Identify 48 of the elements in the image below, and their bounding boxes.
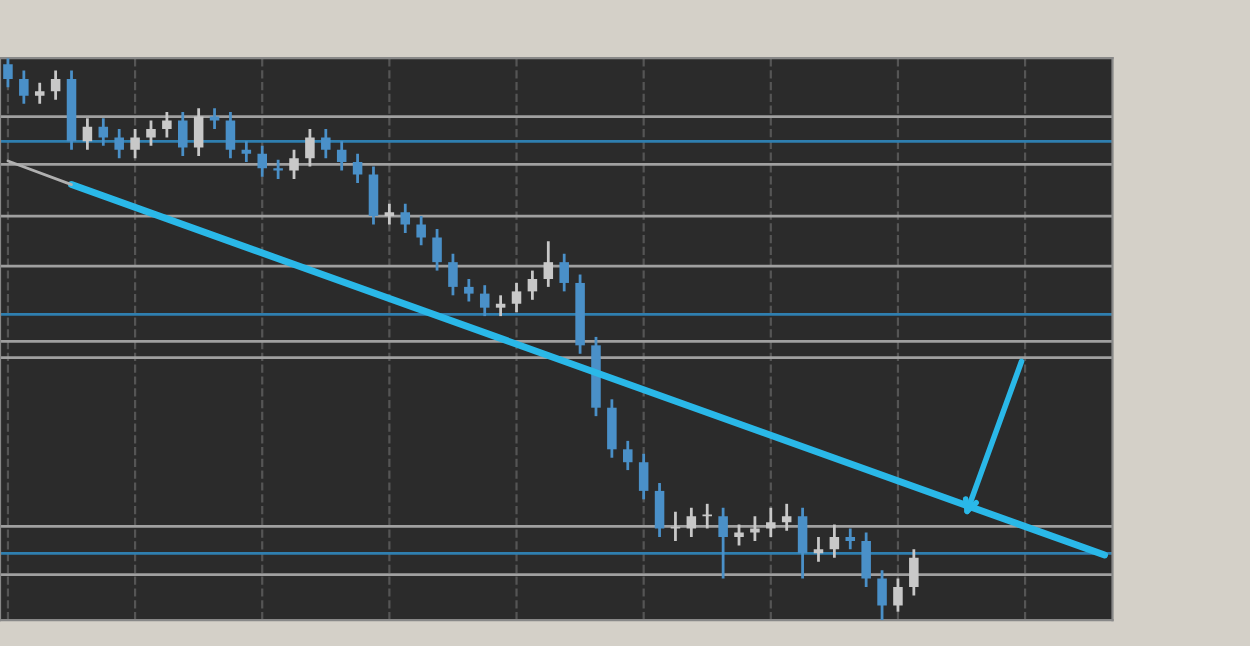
candlestick xyxy=(686,506,697,539)
candlestick xyxy=(781,502,792,533)
candlestick xyxy=(146,119,156,148)
candlestick xyxy=(813,535,824,564)
candlestick xyxy=(241,139,252,164)
candlestick xyxy=(50,69,61,102)
candlestick xyxy=(829,523,840,560)
candlestick xyxy=(734,523,744,547)
candlestick xyxy=(623,439,633,472)
candlestick xyxy=(909,547,919,597)
candlestick xyxy=(273,158,283,181)
candlestick xyxy=(638,452,649,501)
candlestick xyxy=(321,127,331,160)
candlestick xyxy=(416,214,426,247)
candlestick xyxy=(193,106,204,158)
candlestick xyxy=(114,127,124,160)
candlestick xyxy=(3,58,13,89)
candlestick xyxy=(654,481,665,539)
candlestick xyxy=(209,106,220,131)
candlestick xyxy=(479,283,490,318)
candlestick xyxy=(861,531,871,589)
candlestick xyxy=(352,152,363,185)
candlestick xyxy=(670,510,681,543)
candlestick xyxy=(289,148,299,181)
candlestick xyxy=(797,506,808,580)
candlestick xyxy=(368,165,379,226)
candlestick xyxy=(718,506,728,580)
candlestick xyxy=(82,116,93,152)
candlestick xyxy=(225,110,236,160)
candlestick xyxy=(305,127,315,168)
candlestick xyxy=(400,202,411,235)
candlestick xyxy=(877,568,887,621)
candlestick xyxy=(527,269,538,302)
candlestick xyxy=(511,281,522,314)
candlestick xyxy=(464,277,474,303)
candlestick xyxy=(448,252,458,297)
candlestick xyxy=(543,239,554,289)
candlestick xyxy=(34,81,45,106)
candlestick xyxy=(336,139,347,172)
candlestick xyxy=(559,252,569,293)
candlestick xyxy=(19,69,29,106)
candlestick xyxy=(178,110,188,158)
candlestick xyxy=(845,527,856,551)
candlestick xyxy=(432,227,442,272)
candlestick xyxy=(162,110,172,139)
candlestick xyxy=(495,293,506,318)
candlestick xyxy=(607,397,617,460)
candlestick xyxy=(384,202,395,226)
